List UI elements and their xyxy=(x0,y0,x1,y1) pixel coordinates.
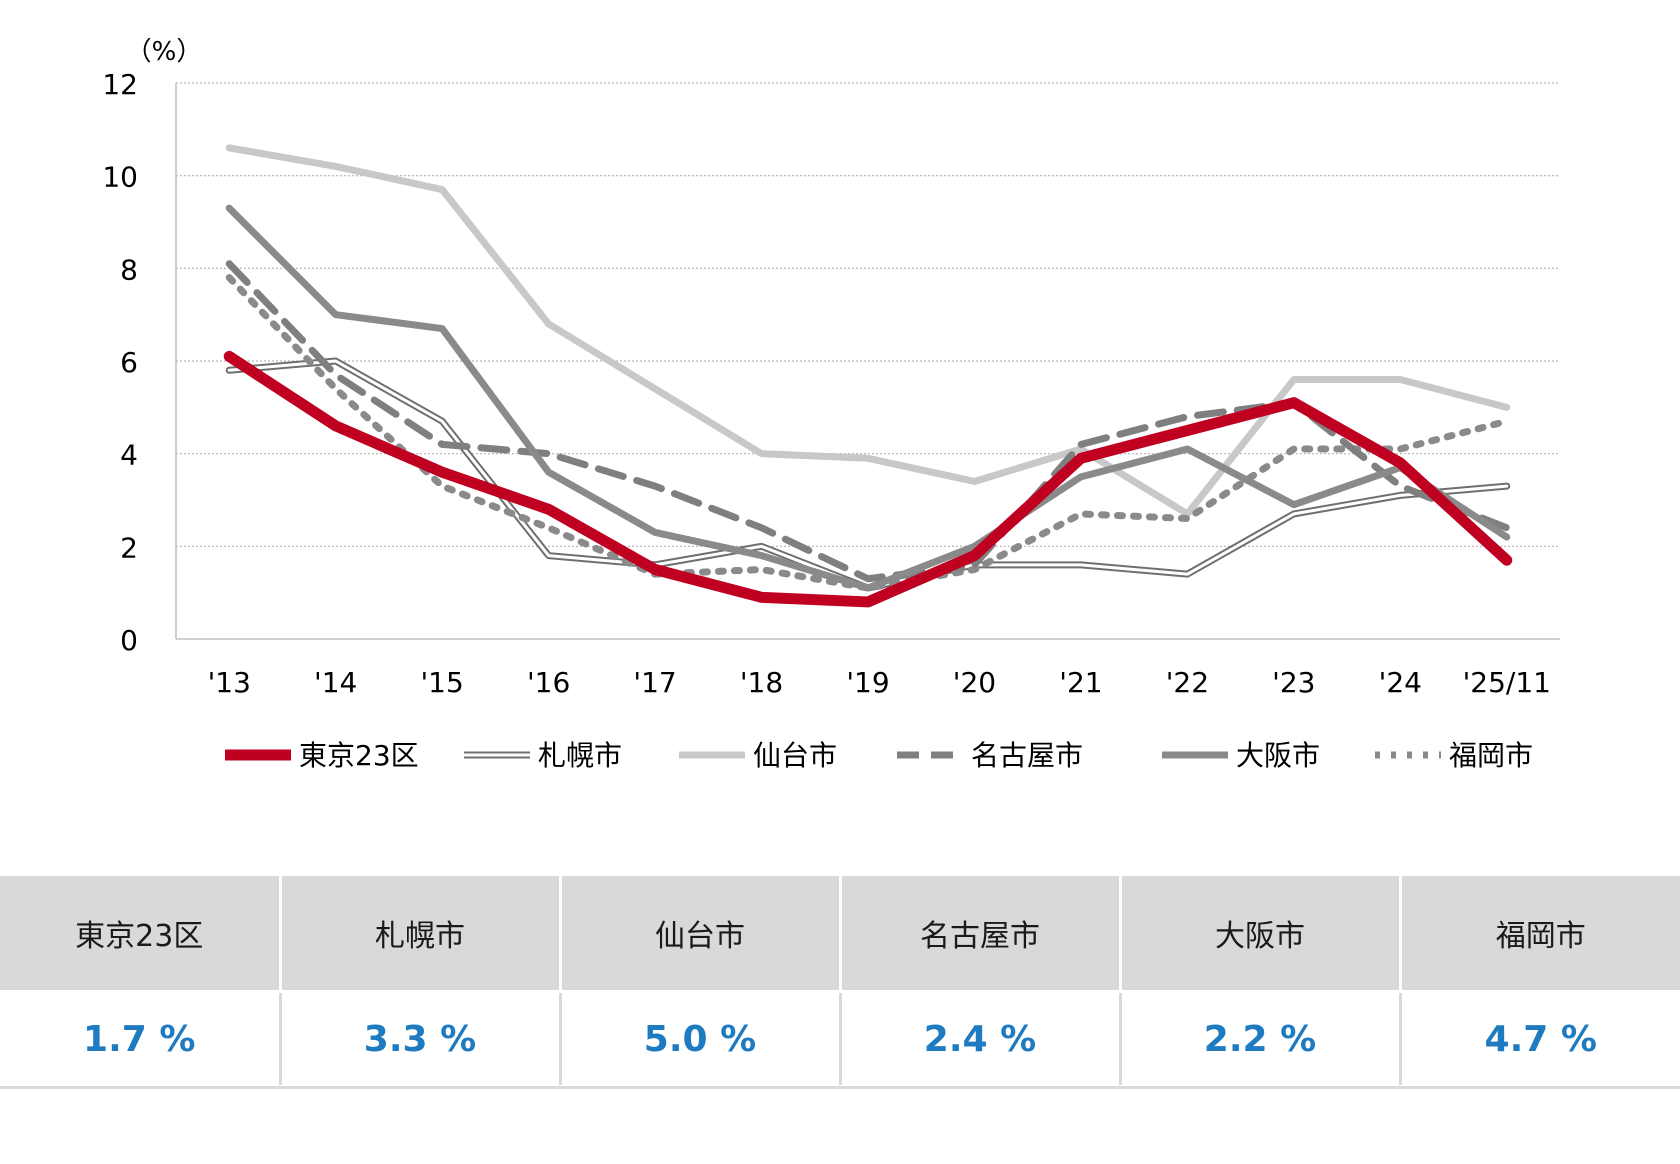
y-tick-label: 2 xyxy=(120,531,138,564)
series-line-2 xyxy=(225,144,1511,518)
summary-label-tokyo: 東京23区 xyxy=(0,876,282,993)
x-tick-label: '16 xyxy=(527,666,570,699)
y-tick-label: 10 xyxy=(102,161,138,194)
x-tick-label: '24 xyxy=(1379,666,1422,699)
y-tick-label: 4 xyxy=(120,439,138,472)
legend-label-0: 東京23区 xyxy=(299,739,419,772)
x-tick-label: '18 xyxy=(740,666,783,699)
x-tick-label: '13 xyxy=(208,666,251,699)
summary-label-osaka: 大阪市 xyxy=(1120,876,1402,993)
x-tick-label: '20 xyxy=(953,666,996,699)
y-tick-label: 12 xyxy=(102,68,138,101)
x-tick-label: '21 xyxy=(1059,666,1102,699)
legend-label-3: 名古屋市 xyxy=(971,739,1083,772)
summary-value-sapporo: 3.3 % xyxy=(280,991,562,1085)
legend-label-4: 大阪市 xyxy=(1236,739,1320,772)
series-line-1-inner xyxy=(227,359,1509,590)
summary-label-sendai: 仙台市 xyxy=(560,876,842,993)
x-tick-label: '19 xyxy=(846,666,889,699)
legend-label-5: 福岡市 xyxy=(1449,739,1533,772)
summary-label-sapporo: 札幌市 xyxy=(280,876,562,993)
bottom-rule xyxy=(0,1086,1680,1089)
summary-table: 東京23区 札幌市 仙台市 名古屋市 大阪市 福岡市 1.7 % 3.3 % 5… xyxy=(0,876,1680,1085)
y-axis-unit: （%） xyxy=(126,37,203,67)
summary-value-row: 1.7 % 3.3 % 5.0 % 2.4 % 2.2 % 4.7 % xyxy=(0,991,1680,1085)
y-tick-label: 0 xyxy=(120,624,138,657)
x-tick-label: '25/11 xyxy=(1463,666,1551,699)
summary-value-fukuoka: 4.7 % xyxy=(1400,991,1680,1085)
summary-value-nagoya: 2.4 % xyxy=(840,991,1122,1085)
x-tick-label: '17 xyxy=(633,666,676,699)
summary-value-tokyo: 1.7 % xyxy=(0,991,282,1085)
y-tick-label: 8 xyxy=(120,253,138,286)
summary-value-sendai: 5.0 % xyxy=(560,991,842,1085)
series-line-0 xyxy=(223,350,1513,608)
summary-label-fukuoka: 福岡市 xyxy=(1400,876,1680,993)
line-chart: 0 2 4 6 8 10 12（%） '13 '14 '15 '16 '17 '18 '19 '20 '21 '… xyxy=(102,37,1560,772)
series-line-1 xyxy=(225,357,1511,592)
legend-label-2: 仙台市 xyxy=(753,739,837,772)
legend-label-1: 札幌市 xyxy=(538,739,622,772)
summary-header-row: 東京23区 札幌市 仙台市 名古屋市 大阪市 福岡市 xyxy=(0,876,1680,993)
series-line-4 xyxy=(225,204,1511,592)
summary-value-osaka: 2.2 % xyxy=(1120,991,1402,1085)
series-line-3 xyxy=(225,260,1511,583)
x-tick-label: '14 xyxy=(314,666,357,699)
y-tick-label: 6 xyxy=(120,346,138,379)
x-tick-label: '23 xyxy=(1272,666,1315,699)
x-tick-label: '22 xyxy=(1166,666,1209,699)
summary-label-nagoya: 名古屋市 xyxy=(840,876,1122,993)
x-tick-label: '15 xyxy=(420,666,463,699)
